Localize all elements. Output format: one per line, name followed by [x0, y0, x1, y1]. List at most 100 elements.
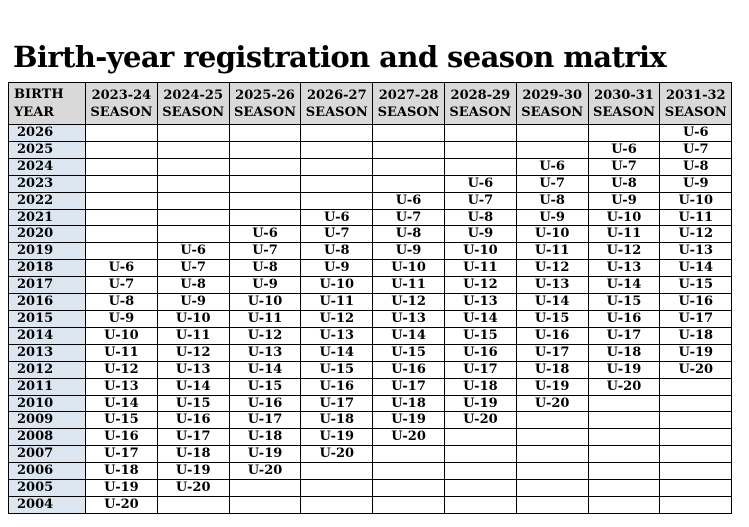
- matrix-cell: U-12: [156, 343, 230, 362]
- year-cell: 2008: [8, 428, 86, 447]
- matrix-cell: U-19: [515, 377, 589, 396]
- table-row-2006: 2006 U-18 U-19 U-20: [8, 462, 733, 481]
- matrix-cell: [228, 140, 302, 159]
- matrix-cell: U-14: [587, 276, 661, 295]
- season-word-label: SEASON: [592, 104, 655, 120]
- matrix-cell: U-13: [85, 377, 158, 396]
- matrix-cell: U-20: [659, 360, 733, 379]
- matrix-cell: U-11: [85, 343, 158, 362]
- table-row-2012: 2012 U-12 U-13 U-14 U-15 U-16 U-17 U-18 U-19 U-20: [8, 360, 733, 379]
- matrix-cell: U-20: [300, 445, 374, 464]
- matrix-cell: U-7: [156, 259, 230, 278]
- matrix-cell: [372, 462, 445, 481]
- matrix-cell: U-19: [587, 360, 661, 379]
- matrix-cell: [587, 479, 661, 497]
- matrix-cell: U-16: [156, 411, 230, 430]
- matrix-cell: [587, 124, 661, 142]
- matrix-cell: U-6: [156, 242, 230, 261]
- table-row-2004: 2004 U-20: [8, 495, 733, 514]
- matrix-cell: U-8: [372, 225, 445, 244]
- matrix-cell: U-6: [228, 225, 302, 244]
- year-cell: 2025: [8, 140, 86, 159]
- matrix-cell: U-17: [372, 377, 445, 396]
- matrix-cell: U-10: [228, 293, 302, 311]
- matrix-cell: U-7: [372, 208, 445, 227]
- matrix-cell: [515, 124, 589, 142]
- matrix-cell: U-15: [515, 309, 589, 328]
- season-years-label: 2028-29: [450, 87, 511, 103]
- matrix-cell: [515, 445, 589, 464]
- matrix-cell: [372, 445, 445, 464]
- matrix-cell: [372, 157, 445, 176]
- matrix-cell: [300, 174, 374, 193]
- matrix-cell: [300, 495, 374, 514]
- matrix-cell: U-12: [587, 242, 661, 261]
- matrix-cell: [372, 479, 445, 497]
- matrix-cell: [228, 479, 302, 497]
- matrix-cell: U-15: [85, 411, 158, 430]
- year-cell: 2012: [8, 360, 86, 379]
- matrix-cell: U-8: [228, 259, 302, 278]
- table-row-2019: 2019 U-6 U-7 U-8 U-9 U-10 U-11 U-12 U-13: [8, 242, 733, 261]
- season-word-label: SEASON: [521, 104, 584, 120]
- table-row-2021: 2021 U-6 U-7 U-8 U-9 U-10 U-11: [8, 208, 733, 227]
- season-years-label: 2031-32: [665, 87, 726, 103]
- matrix-cell: U-14: [515, 293, 589, 311]
- matrix-cell: U-10: [443, 242, 517, 261]
- matrix-cell: [443, 495, 517, 514]
- matrix-cell: [156, 157, 230, 176]
- season-years-label: 2025-26: [235, 87, 295, 103]
- matrix-cell: U-16: [659, 293, 733, 311]
- matrix-cell: U-17: [515, 343, 589, 362]
- matrix-cell: [300, 140, 374, 159]
- matrix-cell: [372, 174, 445, 193]
- matrix-cell: U-10: [156, 309, 230, 328]
- matrix-cell: [300, 479, 374, 497]
- matrix-cell: U-18: [156, 445, 230, 464]
- matrix-cell: U-11: [515, 242, 589, 261]
- matrix-cell: U-12: [228, 326, 302, 345]
- matrix-cell: [85, 242, 158, 261]
- year-cell: 2026: [8, 124, 86, 142]
- season-word-label: SEASON: [449, 104, 512, 120]
- matrix-cell: U-12: [372, 293, 445, 311]
- season-header-2028-29: 2028-29 SEASON: [443, 82, 517, 125]
- matrix-cell: U-13: [372, 309, 445, 328]
- matrix-cell: [515, 140, 589, 159]
- matrix-cell: U-18: [659, 326, 733, 345]
- matrix-cell: U-17: [156, 428, 230, 447]
- matrix-cell: U-6: [300, 208, 374, 227]
- matrix-cell: U-13: [443, 293, 517, 311]
- year-cell: 2006: [8, 462, 86, 481]
- matrix-cell: U-19: [156, 462, 230, 481]
- matrix-cell: U-12: [659, 225, 733, 244]
- matrix-cell: U-10: [587, 208, 661, 227]
- matrix-cell: U-14: [85, 394, 158, 413]
- year-cell: 2004: [8, 495, 86, 514]
- matrix-cell: [85, 191, 158, 210]
- table-row-2005: 2005 U-19 U-20: [8, 479, 733, 497]
- matrix-cell: U-10: [300, 276, 374, 295]
- matrix-cell: [587, 462, 661, 481]
- matrix-cell: [659, 495, 733, 514]
- matrix-cell: [228, 208, 302, 227]
- matrix-cell: [156, 208, 230, 227]
- season-word-label: SEASON: [377, 104, 440, 120]
- year-cell: 2020: [8, 225, 86, 244]
- matrix-cell: U-18: [300, 411, 374, 430]
- table-row-2024: 2024 U-6 U-7 U-8: [8, 157, 733, 176]
- matrix-cell: U-7: [443, 191, 517, 210]
- table-row-2015: 2015 U-9 U-10 U-11 U-12 U-13 U-14 U-15 U-16 U-17: [8, 309, 733, 328]
- matrix-cell: [85, 124, 158, 142]
- matrix-cell: U-9: [228, 276, 302, 295]
- year-cell: 2018: [8, 259, 86, 278]
- matrix-cell: [156, 225, 230, 244]
- year-cell: 2007: [8, 445, 86, 464]
- season-years-label: 2029-30: [522, 87, 583, 103]
- matrix-cell: [515, 428, 589, 447]
- matrix-cell: U-9: [659, 174, 733, 193]
- matrix-cell: U-7: [515, 174, 589, 193]
- matrix-header: BIRTH YEAR 2023-24 SEASON 2024-25 SEASON 2025…: [8, 82, 733, 125]
- birth-year-header: BIRTH YEAR: [8, 82, 86, 125]
- matrix-cell: U-11: [372, 276, 445, 295]
